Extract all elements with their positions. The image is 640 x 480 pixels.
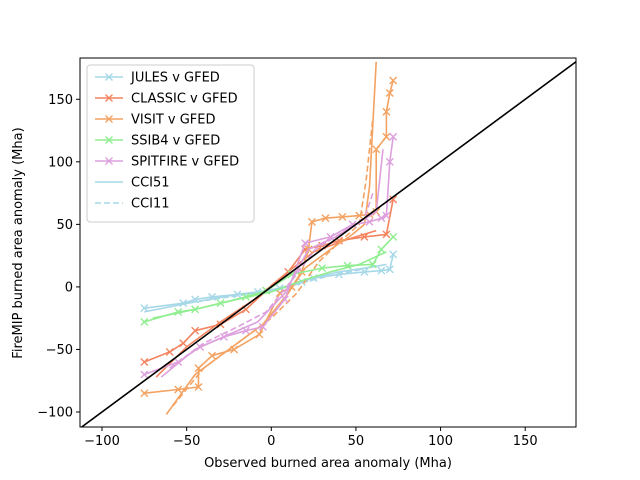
legend-label: SPITFIRE v GFED bbox=[131, 155, 239, 170]
data-point-spitfire bbox=[280, 295, 289, 304]
data-point-ssib4 bbox=[377, 245, 386, 254]
legend-label: CLASSIC v GFED bbox=[131, 92, 238, 107]
data-point-visit bbox=[194, 382, 203, 391]
reference-line-layer bbox=[80, 61, 576, 427]
x-axis-ticks: −100 −50 0 50 100 150 bbox=[84, 427, 538, 449]
data-point-ssib4 bbox=[389, 232, 398, 241]
data-point-visit bbox=[382, 107, 391, 116]
x-tick-label: 0 bbox=[267, 434, 275, 449]
data-point-spitfire bbox=[365, 217, 374, 226]
legend-marker bbox=[105, 73, 113, 81]
data-point-ssib4 bbox=[174, 307, 183, 316]
x-axis-label: Observed burned area anomaly (Mha) bbox=[204, 456, 452, 471]
x-tick-label: 150 bbox=[513, 434, 538, 449]
data-point-classic bbox=[165, 347, 174, 356]
legend-marker bbox=[105, 115, 113, 123]
y-tick-label: 150 bbox=[48, 93, 73, 108]
data-point-ssib4 bbox=[318, 264, 327, 273]
data-point-jules bbox=[389, 250, 398, 259]
data-point-visit bbox=[385, 89, 394, 98]
x-tick-label: −100 bbox=[84, 434, 120, 449]
legend-label: CCI51 bbox=[131, 176, 170, 191]
legend-marker bbox=[105, 136, 113, 144]
data-point-visit bbox=[255, 330, 264, 339]
y-tick-label: 0 bbox=[65, 280, 73, 295]
data-point-jules bbox=[377, 266, 386, 275]
data-point-classic bbox=[191, 326, 200, 335]
data-point-visit bbox=[174, 385, 183, 394]
data-point-jules bbox=[140, 304, 149, 313]
data-point-ssib4 bbox=[368, 260, 377, 269]
data-point-jules bbox=[360, 267, 369, 276]
data-point-jules bbox=[385, 265, 394, 274]
data-point-spitfire bbox=[382, 211, 391, 220]
y-tick-label: 50 bbox=[56, 218, 73, 233]
y-axis-ticks: −100 −50 0 50 100 150 bbox=[37, 93, 80, 420]
legend-label: VISIT v GFED bbox=[131, 113, 216, 128]
data-point-visit bbox=[307, 217, 316, 226]
data-point-visit bbox=[389, 76, 398, 85]
y-axis-label: FireMIP burned area anomaly (Mha) bbox=[11, 127, 26, 358]
data-point-spitfire bbox=[385, 157, 394, 166]
series-line-visit-gfed bbox=[144, 80, 394, 394]
data-point-classic bbox=[179, 339, 188, 348]
legend-marker bbox=[105, 157, 113, 165]
legend: JULES v GFED CLASSIC v GFED VISIT v GFED SS… bbox=[86, 64, 255, 223]
x-tick-label: 50 bbox=[348, 434, 365, 449]
data-point-classic bbox=[389, 195, 398, 204]
data-point-ssib4 bbox=[140, 317, 149, 326]
series-line-visit-cci11 bbox=[172, 117, 374, 407]
y-tick-label: −100 bbox=[37, 405, 73, 420]
data-point-visit bbox=[338, 212, 347, 221]
data-point-spitfire bbox=[377, 214, 386, 223]
legend-label: CCI11 bbox=[131, 197, 170, 212]
data-point-visit bbox=[372, 145, 381, 154]
legend-label: JULES v GFED bbox=[130, 71, 220, 86]
data-point-visit bbox=[321, 214, 330, 223]
data-point-classic bbox=[382, 230, 391, 239]
one-to-one-line bbox=[80, 61, 576, 427]
data-point-spitfire bbox=[389, 132, 398, 141]
legend-box bbox=[86, 64, 255, 223]
data-point-visit bbox=[140, 389, 149, 398]
legend-marker bbox=[105, 94, 113, 102]
x-tick-label: −50 bbox=[173, 434, 200, 449]
y-tick-label: 100 bbox=[48, 155, 73, 170]
series-line-jules-cci11 bbox=[178, 264, 377, 306]
data-point-spitfire bbox=[348, 220, 357, 229]
data-point-spitfire bbox=[301, 239, 310, 248]
data-point-spitfire bbox=[140, 370, 149, 379]
data-point-spitfire bbox=[258, 322, 267, 331]
series-line-spitfire-cci51 bbox=[160, 149, 384, 378]
data-point-visit bbox=[208, 351, 217, 360]
legend-label: SSIB4 v GFED bbox=[131, 134, 220, 149]
plot-frame bbox=[79, 57, 577, 428]
data-point-visit bbox=[382, 132, 391, 141]
y-tick-label: −50 bbox=[46, 343, 73, 358]
data-point-classic bbox=[140, 357, 149, 366]
x-tick-label: 100 bbox=[428, 434, 453, 449]
